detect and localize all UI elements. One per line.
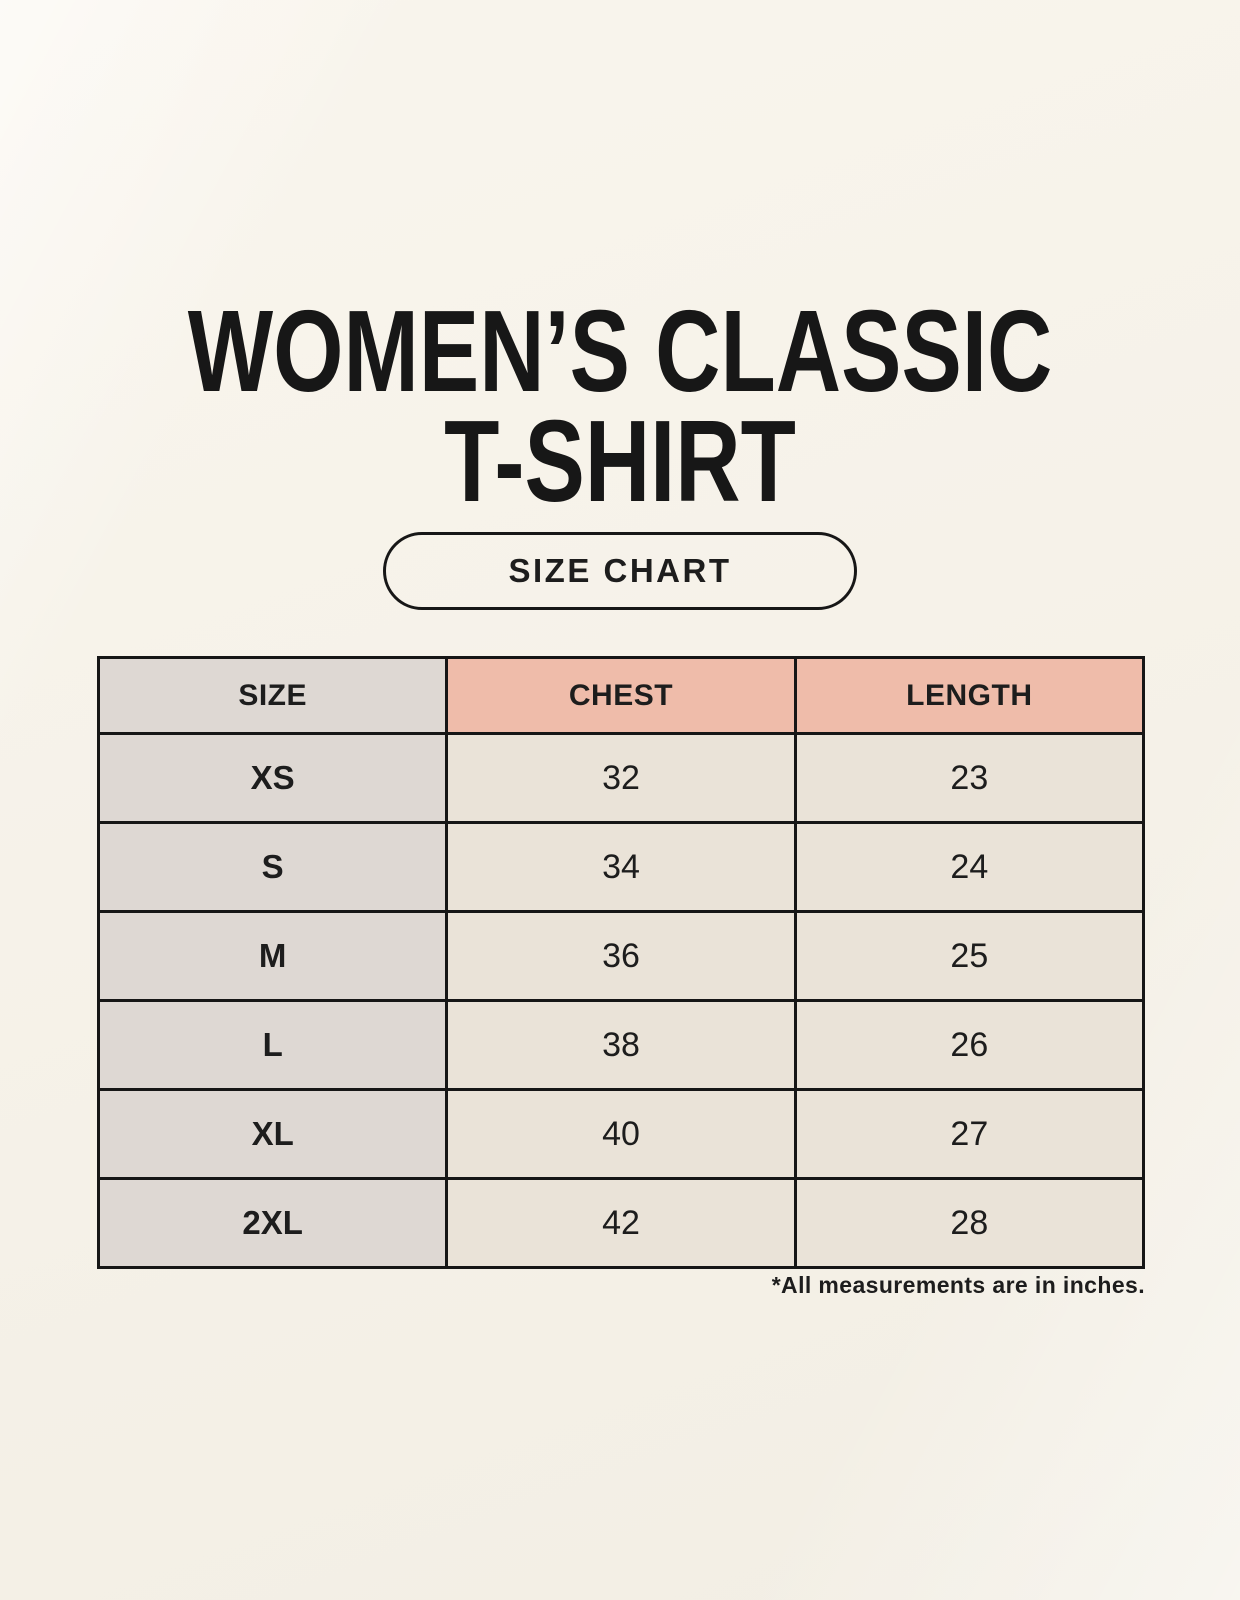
table-row-s: S 34 24 [96, 821, 1146, 913]
size-label: L [96, 999, 449, 1091]
chest-value: 36 [445, 910, 797, 1002]
column-header-size: SIZE [96, 656, 449, 735]
column-header-chest: CHEST [445, 656, 797, 735]
chest-value: 42 [445, 1177, 797, 1269]
length-value: 27 [793, 1088, 1146, 1180]
table-row-l: L 38 26 [96, 999, 1146, 1091]
chest-value: 40 [445, 1088, 797, 1180]
size-label: XL [96, 1088, 449, 1180]
chest-value: 38 [445, 999, 797, 1091]
chest-value: 32 [445, 732, 797, 824]
length-value: 25 [793, 910, 1146, 1002]
length-value: 23 [793, 732, 1146, 824]
table-header-row: SIZE CHEST LENGTH [96, 656, 1146, 735]
length-value: 24 [793, 821, 1146, 913]
page-title-line-1: WOMEN’S CLASSIC [187, 286, 1053, 416]
size-label: XS [96, 732, 449, 824]
table-row-2xl: 2XL 42 28 [96, 1177, 1146, 1269]
column-header-length: LENGTH [793, 656, 1146, 735]
table-row-m: M 36 25 [96, 910, 1146, 1002]
measurements-footnote: *All measurements are in inches. [771, 1272, 1145, 1298]
size-table: SIZE CHEST LENGTH XS 32 23 S 34 24 M 36 … [96, 656, 1146, 1269]
length-value: 28 [793, 1177, 1146, 1269]
page-title: WOMEN’S CLASSIC T-SHIRT [0, 286, 1240, 527]
size-chart-button-label: SIZE CHART [508, 552, 732, 589]
size-label: M [96, 910, 449, 1002]
table-row-xs: XS 32 23 [96, 732, 1146, 824]
chest-value: 34 [445, 821, 797, 913]
page-title-line-2: T-SHIRT [444, 396, 796, 527]
size-label: 2XL [96, 1177, 449, 1269]
table-row-xl: XL 40 27 [96, 1088, 1146, 1180]
size-chart-button[interactable]: SIZE CHART [383, 532, 857, 610]
length-value: 26 [793, 999, 1146, 1091]
size-label: S [96, 821, 449, 913]
